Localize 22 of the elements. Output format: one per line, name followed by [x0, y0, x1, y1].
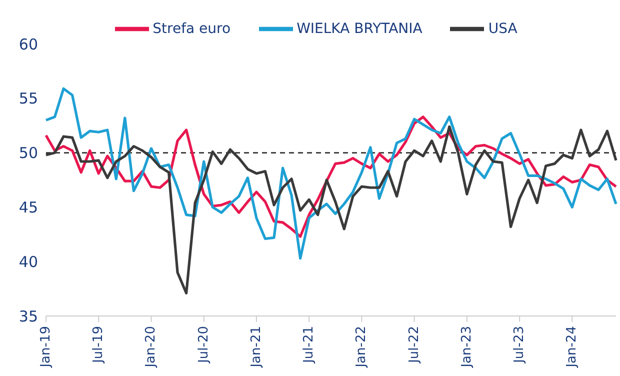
y-tick-label: 45 [18, 198, 38, 217]
y-tick-label: 60 [18, 35, 38, 54]
y-tick-label: 35 [18, 307, 38, 326]
x-tick-label: Jan-22 [354, 326, 370, 368]
x-tick-label: Jul-21 [302, 326, 317, 364]
y-tick-label: 55 [18, 90, 38, 108]
x-tick-label: Jan-21 [248, 326, 264, 368]
line-series [44, 125, 618, 294]
y-tick-label: 40 [18, 252, 38, 271]
x-tick-label: Jan-23 [459, 326, 474, 368]
y-tick-label: 50 [18, 144, 38, 162]
legend-label: Strefa euro [152, 20, 231, 37]
line-series [44, 87, 618, 260]
legend-label: WIELKA BRYTANIA [296, 20, 422, 37]
x-tick-label: Jul-20 [196, 326, 212, 364]
x-tick-label: Jul-22 [406, 326, 422, 364]
x-tick-label: Jan-20 [144, 326, 159, 368]
x-tick-label: Jan-24 [564, 326, 580, 368]
x-tick-label: Jul-23 [512, 326, 528, 364]
x-tick-label: Jul-19 [91, 326, 106, 364]
x-tick-label: Jan-19 [38, 326, 54, 368]
legend-label: USA [488, 20, 518, 37]
